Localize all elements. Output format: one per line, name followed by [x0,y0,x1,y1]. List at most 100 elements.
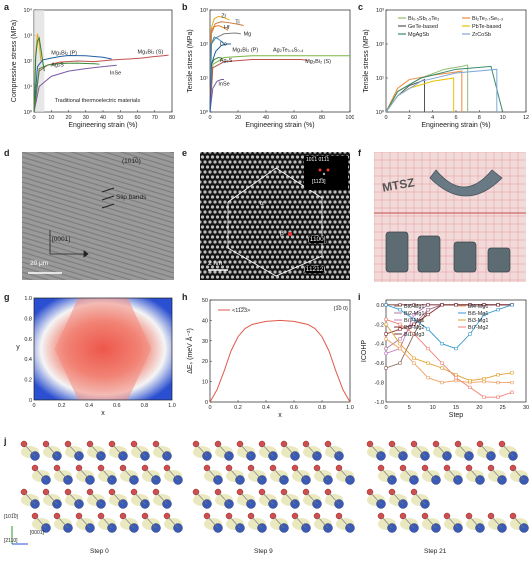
series-marker [412,312,416,317]
atom-dot [213,180,217,184]
atom-dot [345,255,350,259]
atom-dot [220,185,225,189]
atom-dot [300,275,305,279]
legend-label: Bi4-Mg1 [468,304,488,310]
bond [228,515,241,529]
atom-dot [343,190,347,194]
atom-dot [328,220,332,224]
atom-dot [260,215,265,219]
plane-label: (101̅0) [122,158,141,165]
atom-dot [315,275,320,279]
atom-dot [200,220,202,224]
atom-dot [253,240,257,244]
atom-dot [263,270,267,274]
plot-frame [209,9,351,113]
axis-arrow-0001 [49,230,89,258]
atom-dot [283,160,287,164]
bond [490,515,503,529]
atom-dot [223,270,227,274]
atom-dot [210,225,215,229]
bond [250,467,263,481]
atom-dot [213,220,217,224]
atom-dot [278,230,282,234]
atom-dot [328,240,332,244]
atom-dot [265,235,270,239]
atom-dot [323,200,327,204]
atom-dot [215,175,220,179]
bond [402,467,415,481]
atom-dot [225,215,230,219]
atom-dot [203,230,207,234]
slip-line [119,152,174,169]
atom-dot [205,165,210,169]
atom-dot [208,170,212,174]
atom-dot [273,220,277,224]
atom-dot [225,235,230,239]
atom-dot [293,152,297,154]
atom-dot [273,260,277,264]
y-axis-label: y [16,344,20,351]
x-tick-label: 70 [152,115,158,121]
atom-dot [245,165,250,169]
atom-dot [348,170,350,174]
atom-dot [223,180,227,184]
series-label: Mg₃Bi₂ (P) [232,48,258,54]
atom-dot [230,225,235,229]
series-marker [398,337,402,341]
atom-dot [265,165,270,169]
legend-label: PbTe-based [472,24,501,30]
x-tick-label: 100 [345,115,354,121]
legend-label: Bi7-Mg2 [468,325,488,331]
panel-label-c: c [358,2,364,12]
atom-dot [283,170,287,174]
atom-dot [218,230,222,234]
atom-dot [283,180,287,184]
atom-dot [265,245,270,249]
atom-dot [323,152,327,154]
panel-a: a 0 10 20 30 40 50 60 70 80 10⁰ 10¹ 10² 10³ 10⁴ Engine… [0,0,178,140]
y-tick-label: 0.2 [24,378,32,384]
x-axis-label: Engineering strain (%) [245,122,314,129]
y-tick-label: -0.2 [375,322,384,328]
atom-dot [278,210,282,214]
atom-dot [233,190,237,194]
heatmap-core [54,298,152,400]
atom-dot [280,235,285,239]
atom-dot [225,175,230,179]
atom-dot [210,175,215,179]
legend-label: Bi₂Te₂.₇Se₀.₃ [472,16,503,22]
atom-dot [230,205,235,209]
atom-dot [323,220,327,224]
atom-dot [280,275,285,279]
atom-dot [315,195,320,199]
bond [100,467,113,481]
panel-b: b 0 20 40 60 80 100 10⁰ 10¹ 10² 10³ Engineering st… [178,0,355,140]
atom-dot [275,275,280,279]
atom-dot [298,170,302,174]
atom-dot [210,155,215,159]
atom-dot [308,250,312,254]
slip-line [22,176,174,224]
bond [78,467,91,481]
atom-dot [335,275,340,279]
atom-dot [283,230,287,234]
atom-dot [218,200,222,204]
series-marker [398,308,402,312]
atom-dot [260,245,265,249]
series-marker [496,303,500,307]
atom-dot [283,260,287,264]
atom-dot [288,210,292,214]
atom-dot [300,225,305,229]
plot-frame [209,299,351,403]
series-marker [384,317,388,322]
atom-dot [318,210,322,214]
series-line [209,319,351,403]
atom-dot [245,235,250,239]
atom-dot [283,152,287,154]
atom-dot [213,210,217,214]
atom-dot [285,215,290,219]
atom-dot [200,155,205,159]
atom-dot [288,240,292,244]
legend-label: Bi7-Mg1 [404,318,424,324]
slip-line [22,226,174,274]
